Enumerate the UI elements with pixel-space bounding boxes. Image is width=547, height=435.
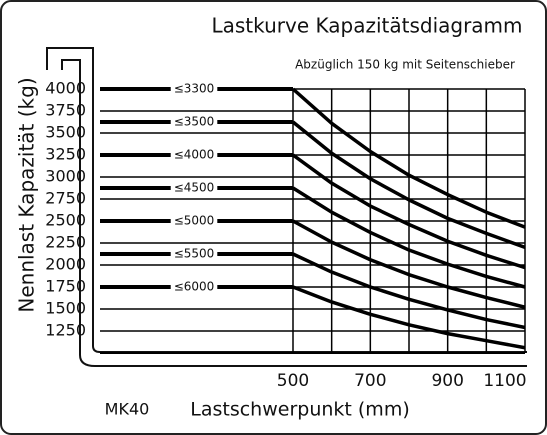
mast-frame <box>46 47 527 353</box>
chart-title: Lastkurve Kapazitätsdiagramm <box>211 14 522 38</box>
x-tick-label: 900 <box>431 371 463 391</box>
y-tick-label: 1250 <box>45 321 86 340</box>
label-bg <box>170 149 218 161</box>
capacity-curve <box>292 285 526 350</box>
x-tick-label: 500 <box>277 371 309 391</box>
x-axis-label: Lastschwerpunkt (mm) <box>190 399 409 421</box>
y-tick-label: 3250 <box>45 145 86 164</box>
y-tick-label: 2000 <box>45 255 86 274</box>
legend-label: ≤5500 <box>174 247 215 261</box>
label-bg <box>170 83 218 95</box>
y-tick-label: 1750 <box>45 277 86 296</box>
y-tick-label: 3500 <box>45 123 86 142</box>
y-axis-label: Nennlast Kapazität (kg) <box>15 77 39 312</box>
y-tick-label: 3000 <box>45 167 86 186</box>
capacity-curve <box>292 186 526 289</box>
label-bg <box>170 215 218 227</box>
label-bg <box>170 281 218 293</box>
label-bg <box>170 248 218 260</box>
x-tick-label: 1100 <box>483 371 526 391</box>
x-tick-label: 700 <box>354 371 386 391</box>
y-tick-label: 3750 <box>45 101 86 120</box>
legend-label: ≤6000 <box>174 280 215 294</box>
legend-label: ≤3500 <box>174 115 215 129</box>
mast-frame-inner <box>61 59 527 367</box>
y-tick-label: 1500 <box>45 299 86 318</box>
capacity-curve <box>291 87 526 229</box>
capacity-curve <box>292 219 526 309</box>
capacity-curve <box>292 252 526 330</box>
y-tick-label: 2750 <box>45 189 86 208</box>
label-bg <box>170 182 218 194</box>
y-tick-label: 2500 <box>45 211 86 230</box>
legend-label: ≤3300 <box>174 82 215 96</box>
label-bg <box>170 116 218 128</box>
legend-label: ≤4000 <box>174 148 215 162</box>
capacity-curve <box>291 153 526 270</box>
capacity-curve <box>291 120 526 250</box>
legend-label: ≤5000 <box>174 214 215 228</box>
y-tick-label: 4000 <box>45 79 86 98</box>
subtitle: Abzüglich 150 kg mit Seitenschieber <box>295 58 515 72</box>
y-tick-label: 2250 <box>45 233 86 252</box>
model-label: MK40 <box>105 400 150 419</box>
legend-label: ≤4500 <box>174 181 215 195</box>
